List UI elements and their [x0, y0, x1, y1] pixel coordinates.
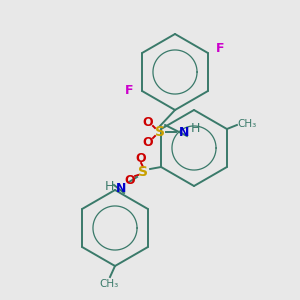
Text: S: S	[138, 165, 148, 179]
Text: S: S	[155, 125, 165, 139]
Text: N: N	[179, 125, 189, 139]
Text: O: O	[125, 173, 135, 187]
Text: O: O	[143, 116, 153, 128]
Text: CH₃: CH₃	[99, 279, 119, 289]
Text: F: F	[216, 41, 224, 55]
Text: H: H	[104, 179, 114, 193]
Text: F: F	[124, 85, 133, 98]
Text: N: N	[116, 182, 126, 194]
Text: O: O	[136, 152, 146, 166]
Text: CH₃: CH₃	[237, 119, 256, 129]
Text: O: O	[143, 136, 153, 148]
Text: H: H	[190, 122, 200, 136]
